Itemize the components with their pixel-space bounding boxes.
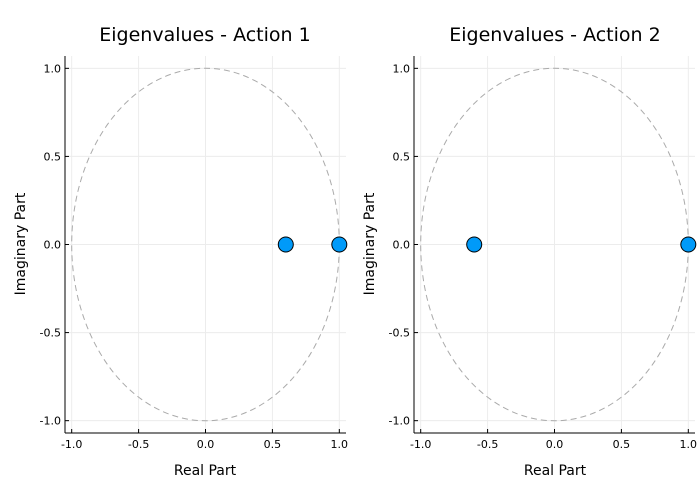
x-tick-label: 0.5 bbox=[264, 438, 282, 451]
subplot-title: Eigenvalues - Action 1 bbox=[99, 24, 310, 46]
x-ticks: -1.0 -0.5 0.0 0.5 1.0 bbox=[61, 429, 348, 451]
x-axis-label: Real Part bbox=[524, 463, 587, 479]
y-tick-label: -1.0 bbox=[389, 415, 410, 428]
x-tick-label: 1.0 bbox=[331, 438, 349, 451]
x-tick-label: -0.5 bbox=[128, 438, 149, 451]
points-layer bbox=[466, 236, 697, 253]
y-tick-label: 0.5 bbox=[393, 150, 411, 163]
x-tick-label: 1.0 bbox=[680, 438, 698, 451]
x-tick-label: -0.5 bbox=[477, 438, 498, 451]
x-tick-label: 0.0 bbox=[546, 438, 564, 451]
y-ticks: -1.0 -0.5 0.0 0.5 1.0 bbox=[40, 62, 69, 428]
x-tick-label: -1.0 bbox=[410, 438, 431, 451]
y-tick-label: 0.0 bbox=[393, 239, 411, 252]
y-tick-label: -1.0 bbox=[40, 415, 61, 428]
y-tick-label: 0.0 bbox=[44, 239, 62, 252]
points-layer bbox=[277, 236, 348, 253]
y-axis-label: Imaginary Part bbox=[362, 192, 378, 295]
x-ticks: -1.0 -0.5 0.0 0.5 1.0 bbox=[410, 429, 697, 451]
y-tick-label: -0.5 bbox=[389, 327, 410, 340]
x-axis-label: Real Part bbox=[174, 463, 237, 479]
x-tick-label: 0.5 bbox=[613, 438, 631, 451]
subplot-action-1: Eigenvalues - Action 1 -1.0 -0.5 0.0 0.5 1.0… bbox=[13, 24, 348, 479]
grid-layer bbox=[414, 56, 695, 433]
y-tick-label: 1.0 bbox=[44, 62, 62, 75]
y-tick-label: 0.5 bbox=[44, 150, 62, 163]
eigenvalue-point bbox=[466, 236, 483, 253]
eigenvalue-point bbox=[331, 236, 348, 253]
subplot-title: Eigenvalues - Action 2 bbox=[449, 24, 660, 46]
y-tick-label: 1.0 bbox=[393, 62, 411, 75]
y-axis-label: Imaginary Part bbox=[13, 192, 29, 295]
y-ticks: -1.0 -0.5 0.0 0.5 1.0 bbox=[389, 62, 418, 428]
x-tick-label: 0.0 bbox=[197, 438, 215, 451]
subplot-action-2: Eigenvalues - Action 2 -1.0 -0.5 0.0 0.5 1.0… bbox=[362, 24, 697, 479]
eigenvalue-point bbox=[277, 236, 294, 253]
eigenvalue-point bbox=[680, 236, 697, 253]
x-tick-label: -1.0 bbox=[61, 438, 82, 451]
y-tick-label: -0.5 bbox=[40, 327, 61, 340]
